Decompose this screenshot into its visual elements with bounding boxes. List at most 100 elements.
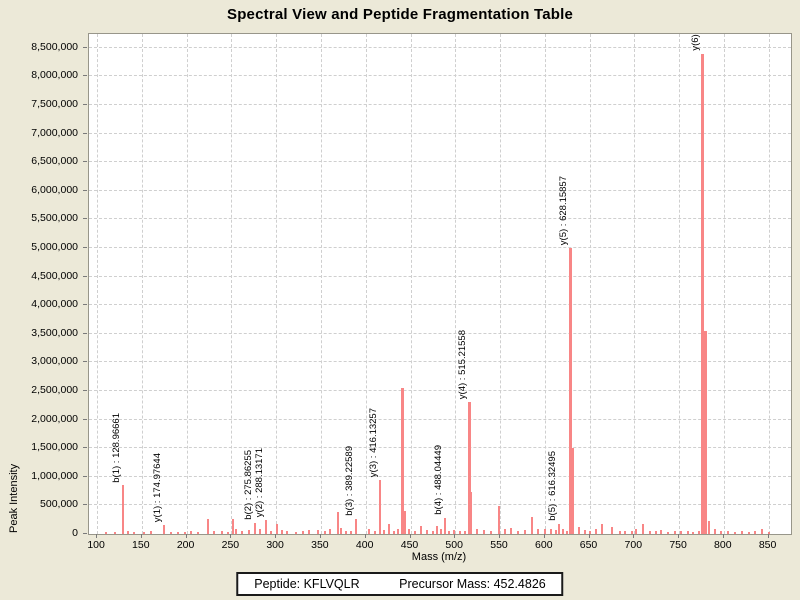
x-tick-label: 400 xyxy=(355,539,374,551)
spectrum-peak xyxy=(550,528,552,534)
spectrum-peak xyxy=(475,528,478,534)
spectrum-peak xyxy=(226,531,229,534)
y-tick-label: 1,000,000 xyxy=(31,469,78,482)
spectrum-peak xyxy=(482,530,485,534)
gridline-horizontal xyxy=(89,132,791,134)
spectrum-peak xyxy=(601,524,604,534)
y-tick-label: 7,000,000 xyxy=(31,126,78,139)
spectrum-peak xyxy=(264,519,267,534)
spectrum-peak xyxy=(516,530,519,534)
x-axis-title: Mass (m/z) xyxy=(411,551,467,563)
spectrum-peak xyxy=(733,531,736,534)
x-tick-mark xyxy=(543,534,545,538)
spectrum-peak xyxy=(740,531,743,534)
y-tick-label: 3,000,000 xyxy=(31,355,78,368)
gridline-vertical xyxy=(455,34,457,534)
y-tick-label: 3,500,000 xyxy=(31,326,78,339)
spectrum-peak xyxy=(407,528,410,534)
x-tick-label: 150 xyxy=(132,539,150,551)
x-tick-label: 350 xyxy=(311,539,329,551)
spectrum-peak xyxy=(443,518,446,534)
x-tick-mark xyxy=(633,534,635,538)
spectrum-peak xyxy=(324,530,327,534)
x-tick-label: 650 xyxy=(579,539,598,551)
gridline-vertical xyxy=(500,34,501,534)
spectrum-peak xyxy=(163,524,166,534)
peak-label: y(5) : 628.15857 xyxy=(558,175,569,245)
spectrum-peak xyxy=(754,531,757,534)
spectrum-peak xyxy=(660,530,663,534)
x-tick-mark xyxy=(364,534,366,538)
spectrum-peak xyxy=(561,529,564,534)
y-tick-label: 8,000,000 xyxy=(31,69,78,82)
gridline-vertical xyxy=(276,34,278,534)
spectrum-peak xyxy=(649,530,652,534)
spectrum-peak xyxy=(524,530,527,534)
spectrum-peak xyxy=(350,531,353,534)
y-tick-mark xyxy=(83,304,87,306)
x-tick-mark xyxy=(499,534,500,538)
y-tick-label: 6,500,000 xyxy=(31,155,78,168)
spectrum-peak xyxy=(572,448,575,534)
spectrum-peak xyxy=(269,531,272,534)
peak-label: y(2) : 288.13171 xyxy=(253,447,265,517)
gridline-horizontal xyxy=(89,304,791,306)
spectrum-peak xyxy=(393,530,396,534)
spectrum-peak xyxy=(373,530,376,534)
spectrum-peak xyxy=(619,530,621,534)
gridline-vertical xyxy=(410,34,412,534)
spectrum-peak xyxy=(642,524,645,534)
gridline-vertical xyxy=(634,34,636,534)
gridline-vertical xyxy=(97,34,99,534)
spectrum-peak xyxy=(248,530,251,534)
spectrum-peak xyxy=(692,531,695,534)
spectrum-peak xyxy=(588,530,591,534)
y-tick-mark xyxy=(83,504,87,506)
spectrum-peak xyxy=(431,530,434,534)
x-tick-label: 500 xyxy=(445,539,463,551)
x-tick-label: 850 xyxy=(758,539,777,551)
spectrum-peak xyxy=(727,530,730,534)
peak-label: y(6) : xyxy=(689,33,701,51)
x-tick-label: 750 xyxy=(669,539,687,551)
y-tick-label: 2,000,000 xyxy=(31,412,78,425)
spectrum-peak xyxy=(234,528,237,534)
spectrum-peak xyxy=(760,529,763,534)
spectrum-peak xyxy=(470,492,473,534)
peptide-info-box: Peptide: KFLVQLR Precursor Mass: 452.482… xyxy=(236,572,564,596)
spectrum-peak xyxy=(720,531,723,534)
spectrum-peak xyxy=(713,529,716,534)
peak-label: b(3) : 389.22589 xyxy=(344,446,355,517)
y-tick-mark xyxy=(83,247,87,248)
spectrum-peak xyxy=(132,532,135,534)
gridline-horizontal xyxy=(89,418,791,420)
gridline-horizontal xyxy=(89,189,791,191)
spectrum-peak xyxy=(436,526,439,534)
gridline-horizontal xyxy=(89,247,791,248)
x-tick-mark xyxy=(767,534,769,538)
peak-label: b(1) : 128.96661 xyxy=(111,412,122,483)
x-tick-label: 200 xyxy=(176,539,195,551)
y-tick-label: 4,000,000 xyxy=(31,298,78,311)
gridline-horizontal xyxy=(89,75,791,77)
y-tick-label: 5,500,000 xyxy=(31,212,78,225)
x-tick-label: 800 xyxy=(714,539,732,551)
spectrum-peak xyxy=(190,531,193,534)
y-tick-label: 0 xyxy=(72,527,78,539)
gridline-horizontal xyxy=(89,218,791,220)
x-tick-mark xyxy=(185,534,187,538)
spectrum-peak xyxy=(700,53,704,534)
spectrum-peak xyxy=(253,522,256,534)
spectrum-peak xyxy=(355,519,357,534)
spectrum-peak xyxy=(294,531,297,534)
x-tick-mark xyxy=(454,534,456,538)
plot-area: b(1) : 128.96661 y(1) : 174.97644 b(2) : 2… xyxy=(88,33,792,535)
gridline-horizontal xyxy=(89,504,791,506)
spectrum-peak xyxy=(697,530,700,534)
spectrum-peak xyxy=(142,531,145,534)
y-tick-mark xyxy=(83,103,87,105)
y-tick-mark xyxy=(83,418,87,420)
spectrum-peak xyxy=(197,531,200,534)
spectrum-peak xyxy=(536,529,539,534)
spectrum-peak xyxy=(453,530,456,534)
